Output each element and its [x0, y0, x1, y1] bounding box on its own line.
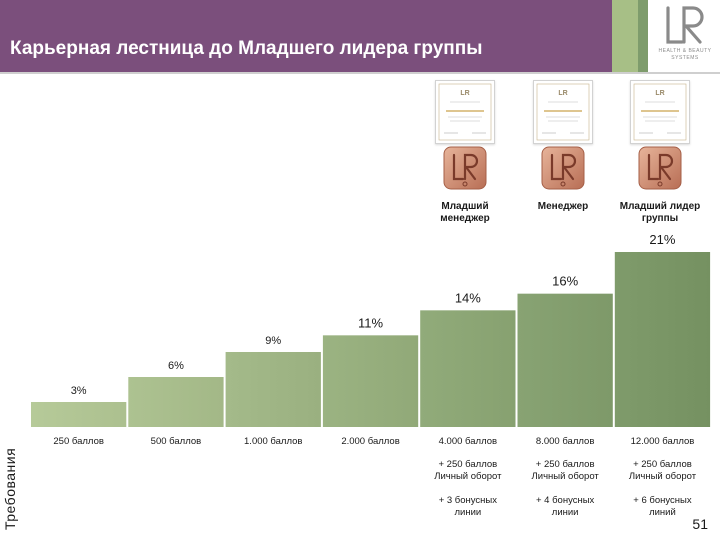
turnover-requirement: Личный оборот	[434, 471, 502, 482]
category-label: 2.000 баллов	[341, 436, 399, 447]
svg-text:LR: LR	[558, 90, 567, 97]
rank-badge-icon	[541, 146, 585, 190]
svg-text:LR: LR	[655, 90, 664, 97]
rank-label-line: Менеджер	[537, 201, 589, 212]
rank-label-line: группы	[641, 213, 679, 224]
turnover-requirement: Личный оборот	[629, 471, 697, 482]
rank-badge-icon	[638, 146, 682, 190]
turnover-requirement: + 250 баллов	[536, 459, 595, 470]
requirements-label: Требования	[2, 447, 18, 530]
lr-logo-icon: LR	[666, 6, 704, 44]
turnover-requirement: + 250 баллов	[633, 459, 692, 470]
bar	[614, 252, 711, 427]
bar-value-label: 21%	[649, 232, 675, 247]
turnover-requirement: Личный оборот	[532, 471, 600, 482]
page-title: Карьерная лестница до Младшего лидера гр…	[10, 38, 483, 59]
page-number: 51	[692, 516, 708, 532]
header-stripe	[612, 0, 638, 72]
bar	[225, 352, 321, 427]
header-divider	[0, 72, 720, 74]
rank-label: Менеджер	[515, 201, 611, 213]
logo-caption: HEALTH & BEAUTY SYSTEMS	[652, 48, 718, 62]
category-label: 12.000 баллов	[631, 436, 695, 447]
bar-value-label: 14%	[455, 290, 481, 305]
header-band	[0, 0, 720, 72]
category-label: 250 баллов	[53, 436, 104, 447]
rank-label-line: менеджер	[440, 213, 490, 224]
bar-value-label: 11%	[358, 315, 383, 330]
logo-caption-line1: HEALTH & BEAUTY	[658, 48, 712, 54]
rank-badge-icon	[443, 146, 487, 190]
rank-label: Младший менеджер	[417, 201, 513, 225]
category-label: 8.000 баллов	[536, 436, 594, 447]
bar	[31, 402, 127, 427]
bonus-lines-requirement: линии	[454, 507, 481, 518]
bar	[517, 293, 613, 427]
bonus-lines-requirement: + 3 бонусных	[439, 495, 498, 506]
category-label: 1.000 баллов	[244, 436, 302, 447]
rank-label-line: Младший	[441, 201, 489, 212]
bar-value-label: 16%	[552, 274, 578, 289]
category-label: 500 баллов	[151, 436, 202, 447]
bar	[322, 335, 419, 427]
bonus-lines-requirement: + 6 бонусных	[633, 495, 692, 506]
rank-label-line: Младший лидер	[619, 201, 701, 212]
bonus-lines-requirement: + 4 бонусных	[536, 495, 595, 506]
bonus-lines-requirement: линии	[552, 507, 579, 518]
certificate-image: LR	[630, 80, 690, 144]
certificate-image: LR	[435, 80, 495, 144]
bar-value-label: 9%	[265, 335, 281, 347]
category-label: 4.000 баллов	[439, 436, 497, 447]
svg-text:LR: LR	[460, 90, 469, 97]
logo-caption-line2: SYSTEMS	[671, 55, 699, 61]
bar	[128, 377, 224, 427]
rank-label: Младший лидер группы	[612, 201, 708, 225]
turnover-requirement: + 250 баллов	[438, 459, 497, 470]
certificate-image: LR	[533, 80, 593, 144]
bar-value-label: 3%	[71, 385, 87, 397]
header-stripe	[638, 0, 648, 72]
bar-value-label: 6%	[168, 360, 184, 372]
bar	[420, 310, 516, 427]
bonus-lines-requirement: линий	[649, 507, 676, 518]
